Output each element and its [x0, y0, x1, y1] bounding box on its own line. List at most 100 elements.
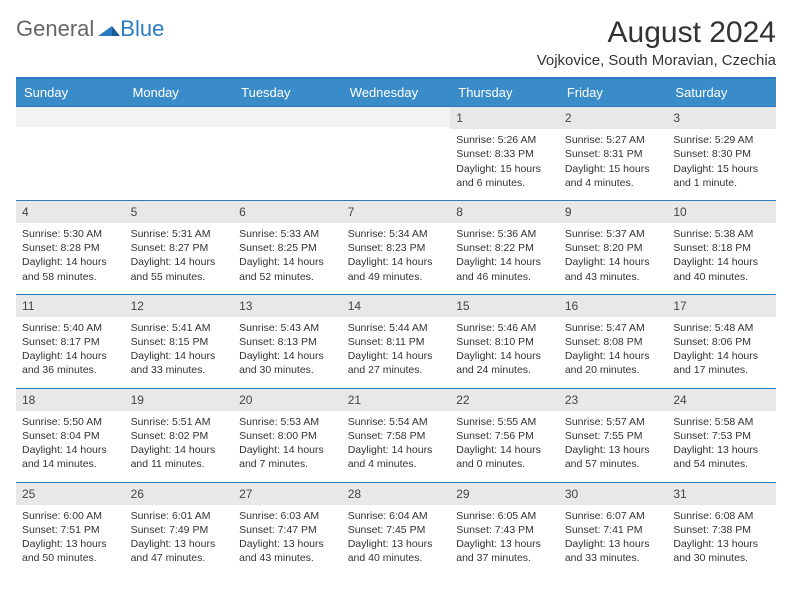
day-info-line: Sunset: 8:02 PM [131, 429, 228, 443]
day-body: Sunrise: 6:01 AMSunset: 7:49 PMDaylight:… [125, 505, 234, 576]
logo-text-blue: Blue [120, 16, 164, 42]
day-number: 14 [342, 295, 451, 317]
day-info-line: Daylight: 14 hours and 46 minutes. [456, 255, 553, 283]
calendar-day-cell: 26Sunrise: 6:01 AMSunset: 7:49 PMDayligh… [125, 482, 234, 575]
day-info-line: Sunrise: 5:41 AM [131, 321, 228, 335]
day-body [233, 127, 342, 197]
calendar-day-cell: 27Sunrise: 6:03 AMSunset: 7:47 PMDayligh… [233, 482, 342, 575]
calendar-day-cell: 28Sunrise: 6:04 AMSunset: 7:45 PMDayligh… [342, 482, 451, 575]
day-info-line: Sunset: 7:53 PM [673, 429, 770, 443]
calendar-day-cell: 25Sunrise: 6:00 AMSunset: 7:51 PMDayligh… [16, 482, 125, 575]
calendar-body: 1Sunrise: 5:26 AMSunset: 8:33 PMDaylight… [16, 107, 776, 576]
day-info-line: Daylight: 14 hours and 43 minutes. [565, 255, 662, 283]
day-number: 7 [342, 201, 451, 223]
calendar-day-cell [342, 107, 451, 201]
calendar-day-cell [16, 107, 125, 201]
day-body: Sunrise: 6:07 AMSunset: 7:41 PMDaylight:… [559, 505, 668, 576]
day-number: 17 [667, 295, 776, 317]
day-number: 11 [16, 295, 125, 317]
day-info-line: Sunrise: 5:43 AM [239, 321, 336, 335]
calendar-week-row: 4Sunrise: 5:30 AMSunset: 8:28 PMDaylight… [16, 200, 776, 294]
calendar-week-row: 25Sunrise: 6:00 AMSunset: 7:51 PMDayligh… [16, 482, 776, 575]
day-info-line: Sunset: 8:18 PM [673, 241, 770, 255]
day-info-line: Sunrise: 5:31 AM [131, 227, 228, 241]
day-number: 1 [450, 107, 559, 129]
day-number: 20 [233, 389, 342, 411]
day-body: Sunrise: 5:36 AMSunset: 8:22 PMDaylight:… [450, 223, 559, 294]
day-number: 6 [233, 201, 342, 223]
day-info-line: Sunset: 8:08 PM [565, 335, 662, 349]
day-info-line: Sunset: 7:55 PM [565, 429, 662, 443]
calendar-day-cell: 4Sunrise: 5:30 AMSunset: 8:28 PMDaylight… [16, 200, 125, 294]
day-info-line: Sunset: 7:58 PM [348, 429, 445, 443]
weekday-header: Wednesday [342, 78, 451, 107]
calendar-day-cell [125, 107, 234, 201]
day-body: Sunrise: 5:40 AMSunset: 8:17 PMDaylight:… [16, 317, 125, 388]
day-body [16, 127, 125, 197]
calendar-day-cell: 24Sunrise: 5:58 AMSunset: 7:53 PMDayligh… [667, 388, 776, 482]
weekday-header: Sunday [16, 78, 125, 107]
day-info-line: Daylight: 15 hours and 6 minutes. [456, 162, 553, 190]
day-info-line: Sunrise: 5:55 AM [456, 415, 553, 429]
day-number [342, 107, 451, 127]
weekday-header: Saturday [667, 78, 776, 107]
calendar-week-row: 1Sunrise: 5:26 AMSunset: 8:33 PMDaylight… [16, 107, 776, 201]
day-info-line: Daylight: 13 hours and 50 minutes. [22, 537, 119, 565]
day-body: Sunrise: 6:08 AMSunset: 7:38 PMDaylight:… [667, 505, 776, 576]
day-info-line: Sunset: 8:28 PM [22, 241, 119, 255]
day-body: Sunrise: 6:04 AMSunset: 7:45 PMDaylight:… [342, 505, 451, 576]
day-number: 30 [559, 483, 668, 505]
day-info-line: Daylight: 14 hours and 14 minutes. [22, 443, 119, 471]
day-info-line: Daylight: 14 hours and 49 minutes. [348, 255, 445, 283]
day-body: Sunrise: 5:55 AMSunset: 7:56 PMDaylight:… [450, 411, 559, 482]
day-number: 28 [342, 483, 451, 505]
day-info-line: Sunrise: 5:26 AM [456, 133, 553, 147]
location-text: Vojkovice, South Moravian, Czechia [537, 52, 776, 69]
day-number: 9 [559, 201, 668, 223]
day-number: 13 [233, 295, 342, 317]
day-body: Sunrise: 5:31 AMSunset: 8:27 PMDaylight:… [125, 223, 234, 294]
day-info-line: Sunrise: 5:46 AM [456, 321, 553, 335]
day-body: Sunrise: 5:48 AMSunset: 8:06 PMDaylight:… [667, 317, 776, 388]
day-info-line: Daylight: 14 hours and 7 minutes. [239, 443, 336, 471]
calendar-header-row: SundayMondayTuesdayWednesdayThursdayFrid… [16, 78, 776, 107]
day-number: 29 [450, 483, 559, 505]
calendar-day-cell: 9Sunrise: 5:37 AMSunset: 8:20 PMDaylight… [559, 200, 668, 294]
calendar-day-cell: 1Sunrise: 5:26 AMSunset: 8:33 PMDaylight… [450, 107, 559, 201]
day-info-line: Sunset: 7:47 PM [239, 523, 336, 537]
weekday-header: Thursday [450, 78, 559, 107]
day-info-line: Sunset: 8:31 PM [565, 147, 662, 161]
day-info-line: Daylight: 14 hours and 55 minutes. [131, 255, 228, 283]
calendar-day-cell: 30Sunrise: 6:07 AMSunset: 7:41 PMDayligh… [559, 482, 668, 575]
calendar-day-cell: 18Sunrise: 5:50 AMSunset: 8:04 PMDayligh… [16, 388, 125, 482]
day-info-line: Daylight: 13 hours and 54 minutes. [673, 443, 770, 471]
day-body: Sunrise: 5:46 AMSunset: 8:10 PMDaylight:… [450, 317, 559, 388]
day-info-line: Sunrise: 6:00 AM [22, 509, 119, 523]
calendar-day-cell: 23Sunrise: 5:57 AMSunset: 7:55 PMDayligh… [559, 388, 668, 482]
calendar-day-cell: 3Sunrise: 5:29 AMSunset: 8:30 PMDaylight… [667, 107, 776, 201]
calendar-day-cell: 2Sunrise: 5:27 AMSunset: 8:31 PMDaylight… [559, 107, 668, 201]
day-body: Sunrise: 5:37 AMSunset: 8:20 PMDaylight:… [559, 223, 668, 294]
day-info-line: Daylight: 13 hours and 43 minutes. [239, 537, 336, 565]
day-number: 12 [125, 295, 234, 317]
day-info-line: Sunset: 8:17 PM [22, 335, 119, 349]
day-info-line: Sunrise: 6:07 AM [565, 509, 662, 523]
day-body: Sunrise: 5:47 AMSunset: 8:08 PMDaylight:… [559, 317, 668, 388]
day-info-line: Daylight: 14 hours and 33 minutes. [131, 349, 228, 377]
day-body: Sunrise: 5:38 AMSunset: 8:18 PMDaylight:… [667, 223, 776, 294]
day-info-line: Sunrise: 5:54 AM [348, 415, 445, 429]
day-body: Sunrise: 5:54 AMSunset: 7:58 PMDaylight:… [342, 411, 451, 482]
day-info-line: Sunset: 8:13 PM [239, 335, 336, 349]
day-body: Sunrise: 5:34 AMSunset: 8:23 PMDaylight:… [342, 223, 451, 294]
day-info-line: Daylight: 14 hours and 20 minutes. [565, 349, 662, 377]
day-info-line: Daylight: 14 hours and 52 minutes. [239, 255, 336, 283]
day-info-line: Daylight: 14 hours and 17 minutes. [673, 349, 770, 377]
day-info-line: Daylight: 14 hours and 0 minutes. [456, 443, 553, 471]
day-number: 25 [16, 483, 125, 505]
day-number: 23 [559, 389, 668, 411]
day-info-line: Sunset: 7:43 PM [456, 523, 553, 537]
calendar-day-cell: 29Sunrise: 6:05 AMSunset: 7:43 PMDayligh… [450, 482, 559, 575]
calendar-day-cell: 16Sunrise: 5:47 AMSunset: 8:08 PMDayligh… [559, 294, 668, 388]
day-info-line: Daylight: 15 hours and 4 minutes. [565, 162, 662, 190]
day-number: 27 [233, 483, 342, 505]
